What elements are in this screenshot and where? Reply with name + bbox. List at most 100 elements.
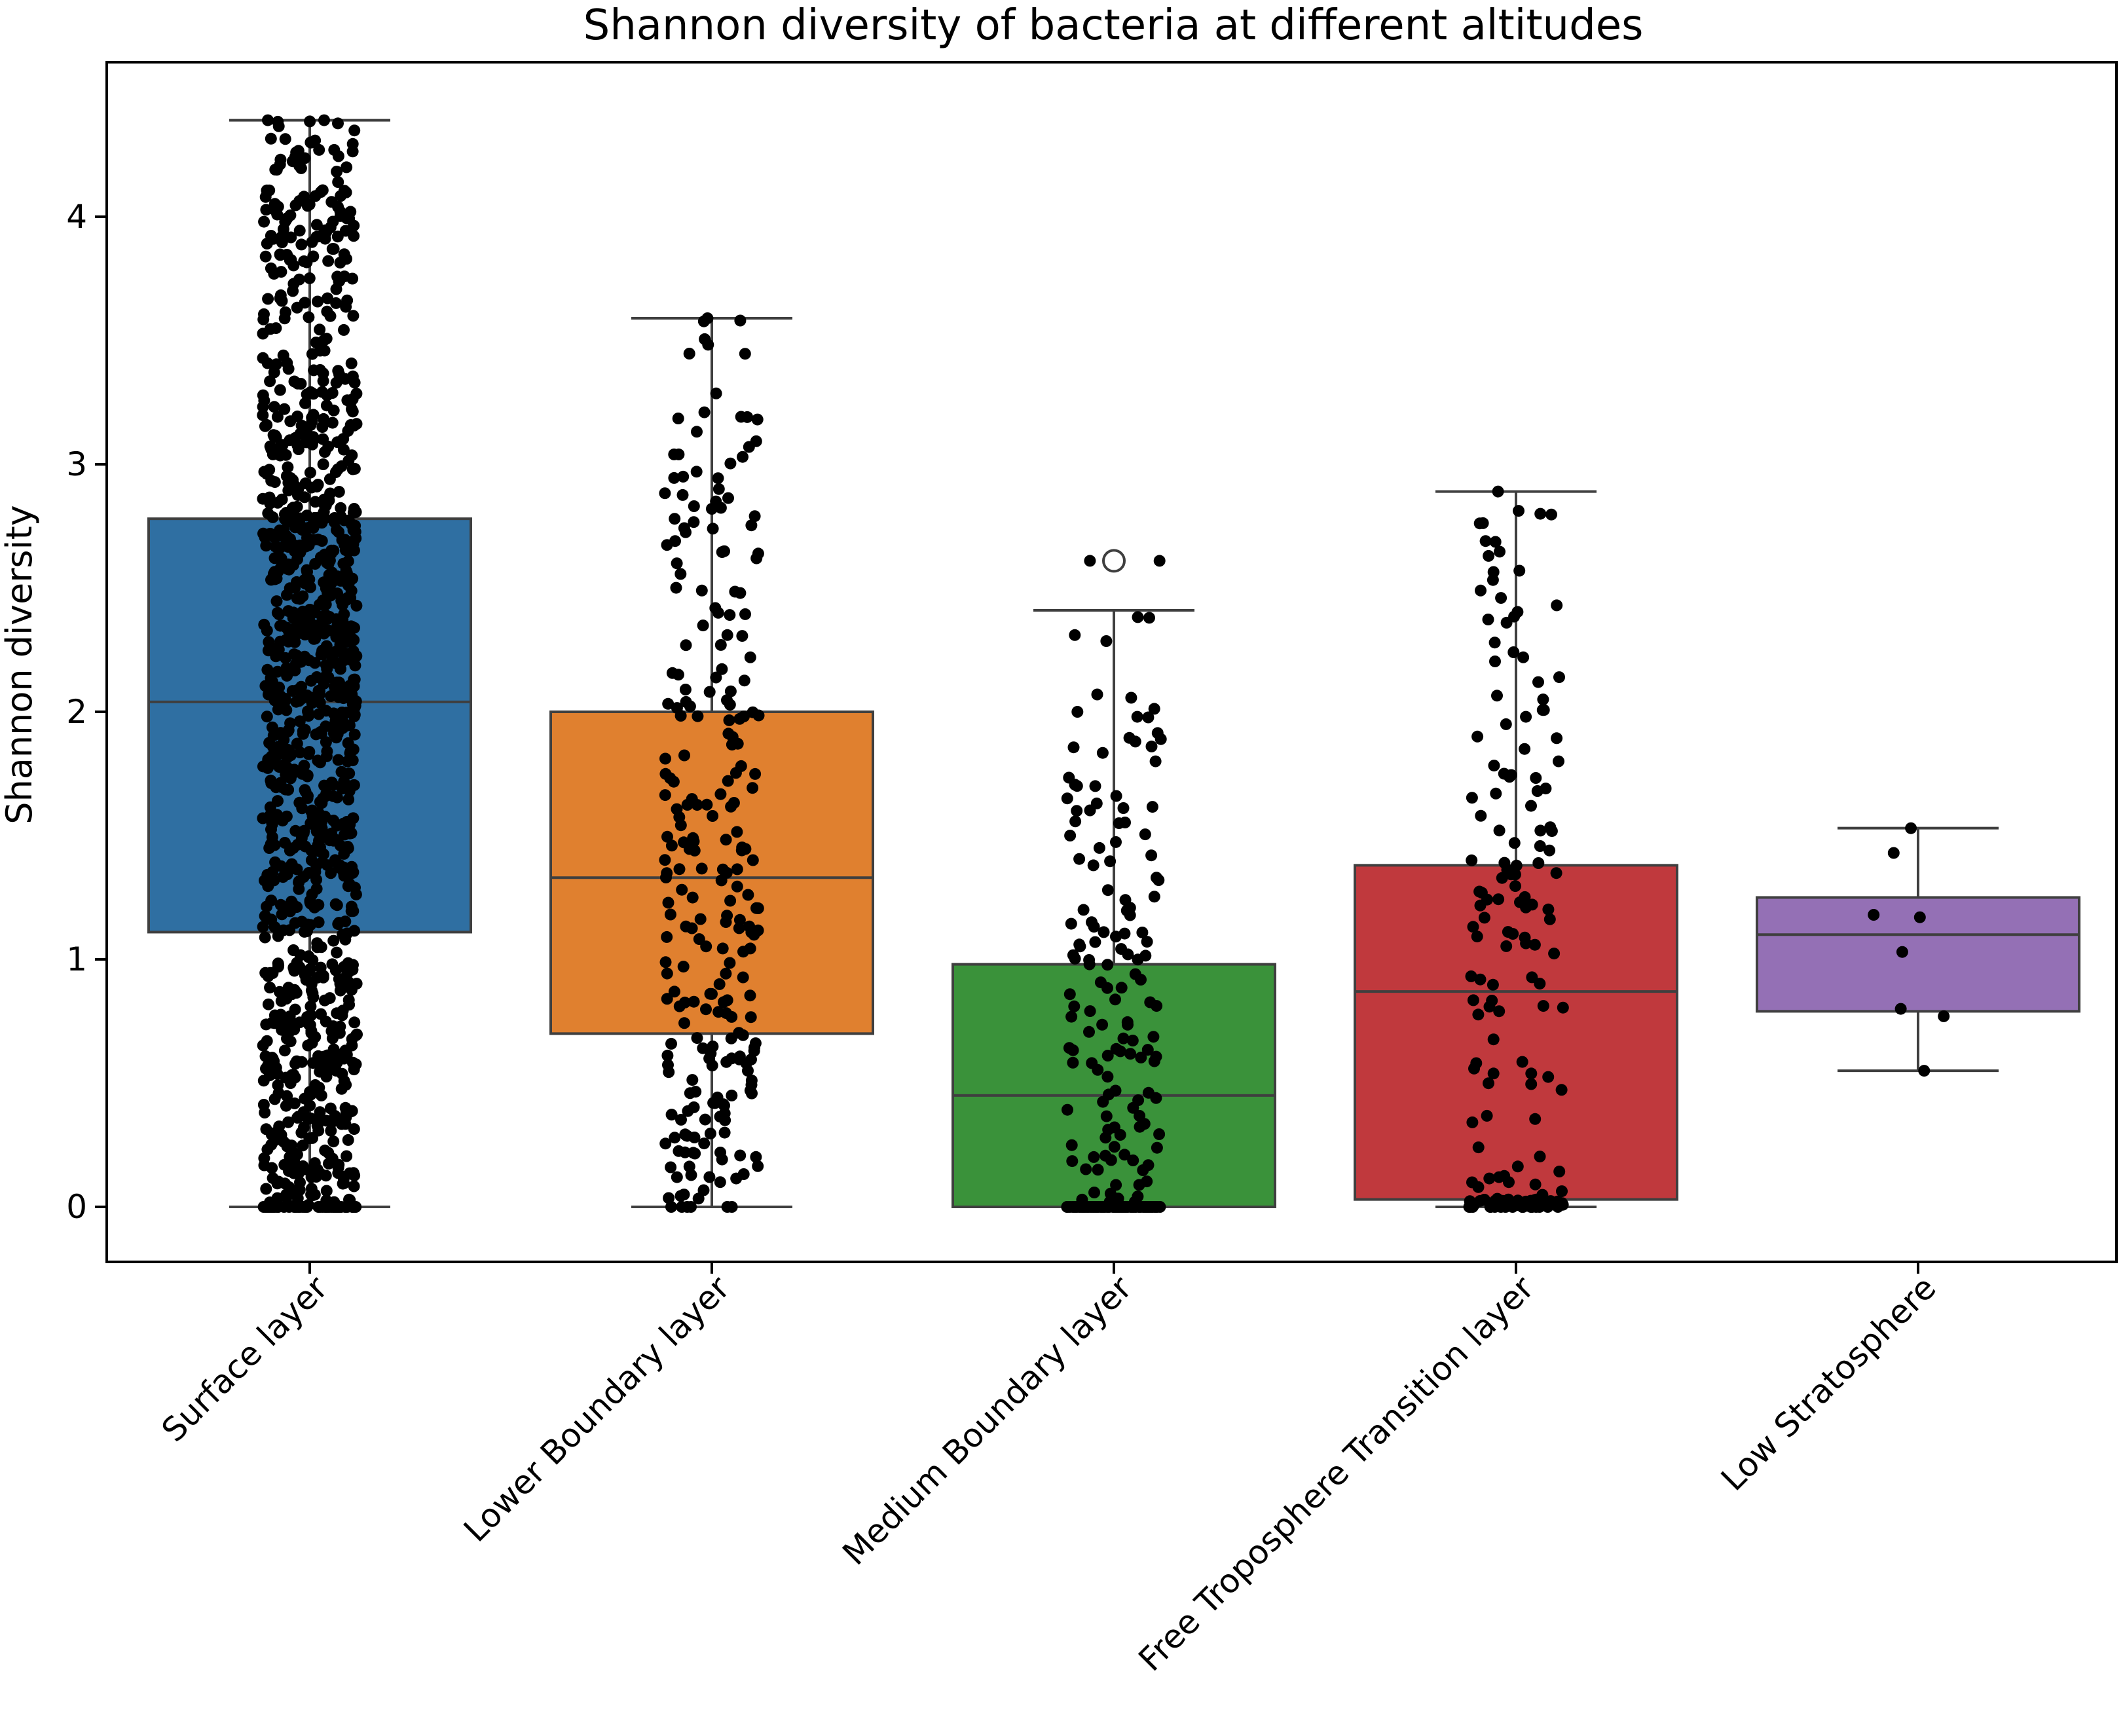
data-point: [268, 366, 280, 379]
data-point: [1115, 982, 1128, 994]
data-point: [745, 519, 758, 532]
data-point: [1534, 1151, 1546, 1163]
data-point: [1553, 1166, 1566, 1177]
data-point: [1124, 1048, 1137, 1060]
data-point: [747, 782, 759, 794]
data-point: [317, 971, 329, 984]
point-group: [257, 114, 363, 1213]
data-point: [1155, 733, 1167, 745]
data-point: [261, 663, 274, 676]
data-point: [335, 502, 347, 514]
data-point: [661, 830, 673, 843]
data-point: [1466, 792, 1478, 804]
data-point: [341, 394, 354, 407]
data-point: [259, 250, 272, 263]
data-point: [665, 1201, 677, 1213]
data-point: [307, 991, 320, 1003]
data-point: [345, 984, 358, 996]
data-point: [272, 961, 284, 973]
data-point: [270, 1062, 282, 1074]
data-point: [700, 1003, 712, 1016]
data-point: [724, 609, 736, 621]
data-point: [684, 700, 696, 712]
data-point: [1065, 1010, 1078, 1023]
data-point: [299, 297, 311, 309]
data-point: [694, 913, 707, 925]
data-point: [706, 1060, 718, 1072]
data-point: [1127, 1101, 1139, 1114]
data-point: [284, 1035, 297, 1048]
data-point: [331, 166, 343, 178]
data-point: [347, 645, 360, 657]
data-point: [301, 769, 314, 781]
data-point: [305, 1009, 317, 1022]
data-point: [347, 866, 360, 878]
data-point: [310, 874, 323, 886]
data-point: [1465, 970, 1477, 982]
data-point: [338, 1177, 350, 1189]
data-point: [718, 545, 730, 557]
data-point: [320, 1185, 333, 1197]
data-point: [1529, 1178, 1542, 1191]
data-point: [287, 1167, 300, 1179]
data-point: [274, 289, 287, 301]
chart-title: Shannon diversity of bacteria at differe…: [583, 1, 1644, 50]
data-point: [309, 558, 322, 570]
data-point: [676, 883, 688, 896]
data-point: [295, 680, 307, 693]
data-point: [715, 874, 728, 887]
data-point: [665, 1161, 677, 1173]
data-point: [1134, 1110, 1146, 1122]
data-point: [262, 998, 274, 1010]
data-point: [323, 992, 336, 1005]
data-point: [659, 1137, 672, 1150]
y-tick-label: 3: [66, 445, 87, 483]
data-point: [665, 1037, 677, 1050]
data-point: [322, 558, 335, 570]
data-point: [343, 680, 356, 692]
plot-area: [147, 114, 2080, 1213]
data-point: [721, 629, 733, 641]
data-point: [268, 268, 280, 280]
data-point: [662, 896, 674, 909]
data-point: [339, 373, 352, 385]
data-point: [661, 993, 673, 1005]
data-point: [698, 406, 711, 418]
data-point: [298, 925, 310, 938]
data-point: [342, 425, 354, 437]
data-point: [674, 568, 687, 580]
data-point: [695, 584, 708, 597]
data-point: [265, 774, 277, 786]
data-point: [319, 232, 331, 245]
data-point: [301, 564, 313, 576]
data-point: [1109, 1084, 1122, 1097]
data-point: [1467, 994, 1479, 1007]
data-point: [707, 810, 719, 822]
data-point: [1508, 837, 1521, 849]
data-point: [1139, 950, 1152, 962]
data-point: [291, 627, 303, 639]
data-point: [1083, 1025, 1095, 1038]
data-point: [272, 930, 284, 942]
data-point: [335, 1052, 347, 1065]
data-point: [1084, 555, 1096, 567]
data-point: [686, 922, 698, 934]
data-point: [299, 477, 312, 490]
data-point: [350, 1029, 362, 1041]
data-point: [748, 510, 761, 523]
data-point: [320, 736, 332, 748]
data-point: [687, 1147, 699, 1159]
data-point: [1148, 703, 1160, 715]
plot-frame: [105, 61, 2118, 1263]
data-point: [1483, 1172, 1496, 1185]
data-point: [260, 1123, 272, 1136]
data-point: [722, 492, 734, 504]
data-point: [347, 506, 360, 519]
data-point: [314, 796, 326, 808]
data-point: [1534, 508, 1547, 520]
data-point: [299, 724, 311, 736]
data-point: [330, 297, 342, 309]
data-point: [1142, 1086, 1155, 1099]
data-point: [676, 489, 689, 501]
data-point: [1073, 853, 1086, 865]
